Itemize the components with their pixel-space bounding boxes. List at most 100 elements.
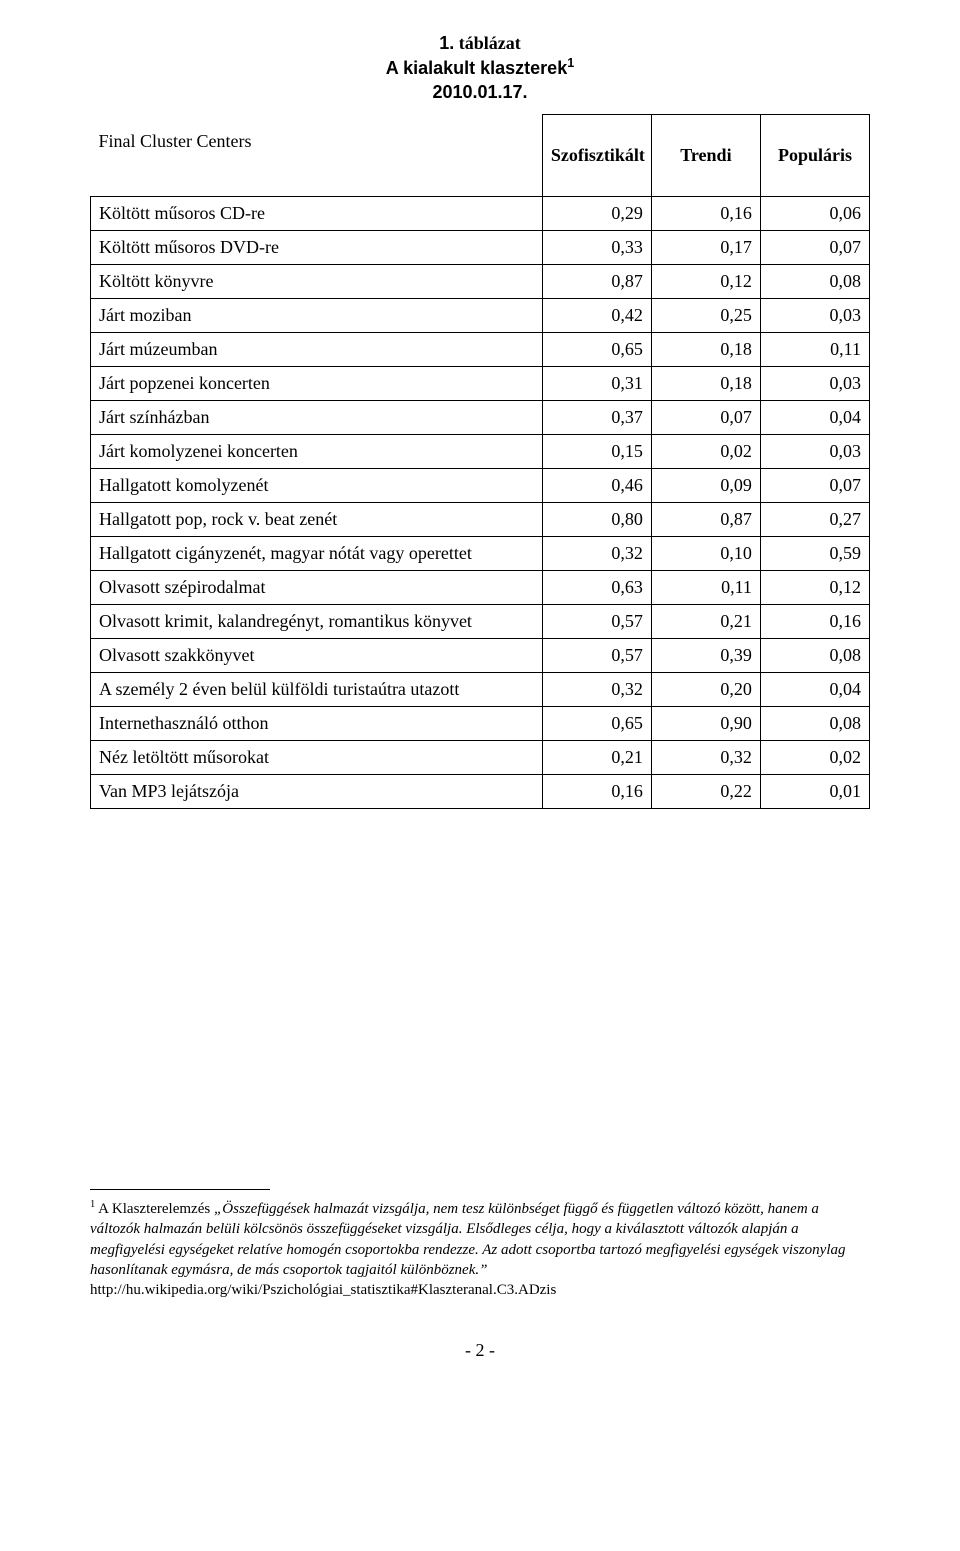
table-row: Olvasott szakkönyvet0,570,390,08 bbox=[91, 639, 870, 673]
cell-value: 0,39 bbox=[651, 639, 760, 673]
table-row: Internethasználó otthon0,650,900,08 bbox=[91, 707, 870, 741]
table-row: Járt popzenei koncerten0,310,180,03 bbox=[91, 367, 870, 401]
col-header: Trendi bbox=[651, 115, 760, 197]
cell-value: 0,18 bbox=[651, 333, 760, 367]
row-label: Hallgatott komolyzenét bbox=[91, 469, 543, 503]
row-label: Járt moziban bbox=[91, 299, 543, 333]
cell-value: 0,08 bbox=[760, 265, 869, 299]
cell-value: 0,42 bbox=[542, 299, 651, 333]
cell-value: 0,01 bbox=[760, 775, 869, 809]
cell-value: 0,02 bbox=[760, 741, 869, 775]
cell-value: 0,11 bbox=[651, 571, 760, 605]
cell-value: 0,17 bbox=[651, 231, 760, 265]
table-row: Olvasott szépirodalmat0,630,110,12 bbox=[91, 571, 870, 605]
cell-value: 0,37 bbox=[542, 401, 651, 435]
cell-value: 0,63 bbox=[542, 571, 651, 605]
row-label: Járt popzenei koncerten bbox=[91, 367, 543, 401]
cell-value: 0,27 bbox=[760, 503, 869, 537]
cell-value: 0,12 bbox=[651, 265, 760, 299]
cell-value: 0,20 bbox=[651, 673, 760, 707]
cell-value: 0,57 bbox=[542, 639, 651, 673]
cell-value: 0,65 bbox=[542, 707, 651, 741]
footnote-lead: A Klaszterelemzés bbox=[95, 1201, 214, 1217]
cell-value: 0,03 bbox=[760, 299, 869, 333]
row-label: A személy 2 éven belül külföldi turistaú… bbox=[91, 673, 543, 707]
row-label: Hallgatott cigányzenét, magyar nótát vag… bbox=[91, 537, 543, 571]
row-label: Járt színházban bbox=[91, 401, 543, 435]
table-row: Van MP3 lejátszója0,160,220,01 bbox=[91, 775, 870, 809]
cell-value: 0,06 bbox=[760, 197, 869, 231]
table-row: Hallgatott pop, rock v. beat zenét0,80 0,… bbox=[91, 503, 870, 537]
cell-value: 0,16 bbox=[651, 197, 760, 231]
row-label: Olvasott szépirodalmat bbox=[91, 571, 543, 605]
cell-value: 0,08 bbox=[760, 707, 869, 741]
table-row: Költött műsoros CD-re0,290,160,06 bbox=[91, 197, 870, 231]
row-label: Költött könyvre bbox=[91, 265, 543, 299]
footnote-link: http://hu.wikipedia.org/wiki/Pszichológi… bbox=[90, 1282, 556, 1298]
cell-value: 0,46 bbox=[542, 469, 651, 503]
table-row: Járt múzeumban0,650,180,11 bbox=[91, 333, 870, 367]
cell-value: 0,11 bbox=[760, 333, 869, 367]
cell-value: 0,04 bbox=[760, 673, 869, 707]
caption-word: táblázat bbox=[459, 33, 521, 53]
table-row: Hallgatott cigányzenét, magyar nótát vag… bbox=[91, 537, 870, 571]
table-row: Költött könyvre0,870,120,08 bbox=[91, 265, 870, 299]
row-label: Járt komolyzenei koncerten bbox=[91, 435, 543, 469]
table-row: A személy 2 éven belül külföldi turistaú… bbox=[91, 673, 870, 707]
row-label: Hallgatott pop, rock v. beat zenét bbox=[91, 503, 543, 537]
cell-value: 0,59 bbox=[760, 537, 869, 571]
caption-date: 2010.01.17. bbox=[90, 81, 870, 104]
page-number: - 2 - bbox=[90, 1340, 870, 1361]
row-label: Néz letöltött műsorokat bbox=[91, 741, 543, 775]
caption-line-2: A kialakult klaszterek1 bbox=[90, 55, 870, 80]
caption-sup: 1 bbox=[567, 56, 574, 70]
table-row: Olvasott krimit, kalandregényt, romantik… bbox=[91, 605, 870, 639]
cell-value: 0,80 bbox=[542, 503, 651, 537]
table-row: Járt komolyzenei koncerten0,150,020,03 bbox=[91, 435, 870, 469]
table-header-row: Final Cluster Centers Szofisztikált Tren… bbox=[91, 115, 870, 197]
caption-number: 1. bbox=[439, 33, 454, 53]
cell-value: 0,15 bbox=[542, 435, 651, 469]
cell-value: 0,02 bbox=[651, 435, 760, 469]
footnote-separator bbox=[90, 1189, 270, 1190]
cell-value: 0,33 bbox=[542, 231, 651, 265]
row-label: Internethasználó otthon bbox=[91, 707, 543, 741]
cell-value: 0,10 bbox=[651, 537, 760, 571]
cell-value: 0,09 bbox=[651, 469, 760, 503]
cell-value: 0,12 bbox=[760, 571, 869, 605]
table-top-left-cell: Final Cluster Centers bbox=[91, 115, 543, 197]
cell-value: 0,90 bbox=[651, 707, 760, 741]
cell-value: 0,08 bbox=[760, 639, 869, 673]
cell-value: 0,18 bbox=[651, 367, 760, 401]
table-row: Járt moziban0,420,250,03 bbox=[91, 299, 870, 333]
cell-value: 0,32 bbox=[542, 673, 651, 707]
cell-value: 0,07 bbox=[760, 469, 869, 503]
cluster-table: Final Cluster Centers Szofisztikált Tren… bbox=[90, 114, 870, 809]
table-row: Költött műsoros DVD-re0,330,170,07 bbox=[91, 231, 870, 265]
row-label: Járt múzeumban bbox=[91, 333, 543, 367]
row-label: Költött műsoros DVD-re bbox=[91, 231, 543, 265]
cell-value: 0,29 bbox=[542, 197, 651, 231]
caption-line-1: 1. táblázat bbox=[90, 32, 870, 55]
table-row: Hallgatott komolyzenét0,460,090,07 bbox=[91, 469, 870, 503]
table-body: Költött műsoros CD-re0,290,160,06Költött… bbox=[91, 197, 870, 809]
cell-value: 0,22 bbox=[651, 775, 760, 809]
cell-value: 0,03 bbox=[760, 435, 869, 469]
row-label: Költött műsoros CD-re bbox=[91, 197, 543, 231]
footnote: 1 A Klaszterelemzés „Összefüggések halma… bbox=[90, 1198, 870, 1300]
caption-title: A kialakult klaszterek bbox=[386, 58, 567, 78]
cell-value: 0,07 bbox=[651, 401, 760, 435]
cell-value: 0,25 bbox=[651, 299, 760, 333]
col-header: Szofisztikált bbox=[542, 115, 651, 197]
cell-value: 0,21 bbox=[542, 741, 651, 775]
cell-value: 0,65 bbox=[542, 333, 651, 367]
cell-value: 0,21 bbox=[651, 605, 760, 639]
row-label: Van MP3 lejátszója bbox=[91, 775, 543, 809]
cell-value: 0,04 bbox=[760, 401, 869, 435]
col-header: Populáris bbox=[760, 115, 869, 197]
table-caption: 1. táblázat A kialakult klaszterek1 2010… bbox=[90, 32, 870, 104]
table-row: Járt színházban0,370,070,04 bbox=[91, 401, 870, 435]
cell-value: 0,16 bbox=[760, 605, 869, 639]
cell-value: 0,32 bbox=[651, 741, 760, 775]
row-label: Olvasott szakkönyvet bbox=[91, 639, 543, 673]
